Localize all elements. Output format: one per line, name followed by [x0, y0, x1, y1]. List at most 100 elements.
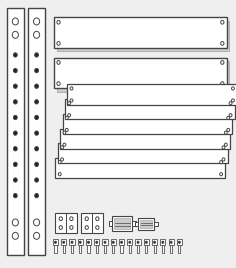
Bar: [60, 129, 230, 149]
Bar: [54, 58, 227, 88]
Circle shape: [61, 158, 63, 161]
Circle shape: [224, 143, 227, 146]
Circle shape: [63, 241, 65, 243]
Bar: [138, 218, 154, 230]
Bar: [140, 220, 152, 228]
Bar: [132, 221, 136, 226]
Circle shape: [227, 116, 230, 120]
Circle shape: [35, 193, 38, 198]
Bar: [137, 245, 139, 253]
Bar: [28, 8, 45, 255]
Bar: [63, 114, 232, 134]
Bar: [96, 245, 98, 253]
Bar: [71, 245, 73, 253]
Circle shape: [96, 241, 98, 243]
Circle shape: [57, 82, 60, 85]
Bar: [135, 222, 138, 226]
Bar: [54, 245, 57, 253]
Bar: [169, 239, 174, 245]
Circle shape: [96, 226, 99, 229]
Bar: [135, 239, 141, 245]
Circle shape: [13, 100, 17, 104]
Bar: [178, 245, 180, 253]
Bar: [67, 84, 236, 105]
Bar: [58, 143, 228, 163]
Circle shape: [13, 178, 17, 182]
Circle shape: [85, 226, 88, 229]
Circle shape: [70, 226, 73, 229]
Circle shape: [224, 131, 227, 134]
Bar: [87, 245, 90, 253]
Circle shape: [55, 241, 56, 243]
Circle shape: [57, 61, 60, 64]
Circle shape: [221, 82, 224, 85]
Circle shape: [227, 128, 230, 132]
Bar: [81, 213, 103, 233]
Circle shape: [145, 241, 147, 243]
Bar: [63, 245, 65, 253]
Bar: [109, 221, 112, 226]
Circle shape: [34, 31, 40, 38]
Circle shape: [63, 131, 66, 134]
Bar: [160, 239, 165, 245]
Circle shape: [34, 232, 40, 239]
Circle shape: [34, 219, 40, 226]
Circle shape: [229, 102, 232, 105]
Circle shape: [57, 20, 60, 24]
Bar: [129, 245, 131, 253]
Circle shape: [13, 115, 17, 120]
Circle shape: [58, 161, 61, 164]
Circle shape: [221, 20, 224, 24]
Circle shape: [220, 173, 223, 176]
Circle shape: [35, 131, 38, 135]
Circle shape: [68, 114, 71, 117]
Bar: [7, 8, 24, 255]
Circle shape: [13, 68, 17, 73]
Circle shape: [12, 219, 18, 226]
Bar: [104, 245, 106, 253]
Bar: [152, 239, 157, 245]
Circle shape: [12, 18, 18, 25]
Circle shape: [34, 18, 40, 25]
Bar: [144, 239, 149, 245]
Circle shape: [65, 116, 68, 120]
Circle shape: [35, 84, 38, 88]
Circle shape: [222, 158, 225, 161]
Circle shape: [79, 241, 81, 243]
Circle shape: [13, 53, 17, 57]
Circle shape: [35, 53, 38, 57]
Circle shape: [63, 143, 66, 146]
Circle shape: [221, 42, 224, 45]
Circle shape: [13, 84, 17, 88]
Circle shape: [57, 42, 60, 45]
Circle shape: [85, 217, 88, 221]
Circle shape: [121, 241, 122, 243]
Bar: [61, 239, 66, 245]
Circle shape: [104, 241, 106, 243]
Bar: [145, 245, 147, 253]
Bar: [154, 245, 156, 253]
Circle shape: [221, 61, 224, 64]
Bar: [112, 245, 114, 253]
Bar: [121, 245, 123, 253]
Circle shape: [137, 241, 139, 243]
Circle shape: [35, 178, 38, 182]
Bar: [154, 222, 158, 226]
Circle shape: [12, 232, 18, 239]
Bar: [102, 239, 108, 245]
Bar: [119, 239, 124, 245]
Circle shape: [35, 100, 38, 104]
Circle shape: [68, 102, 71, 105]
Bar: [111, 239, 116, 245]
Bar: [112, 216, 132, 231]
Bar: [86, 239, 91, 245]
Circle shape: [220, 161, 223, 164]
Circle shape: [13, 131, 17, 135]
Bar: [170, 245, 172, 253]
Circle shape: [178, 241, 180, 243]
Circle shape: [58, 173, 61, 176]
Bar: [127, 239, 132, 245]
Circle shape: [13, 162, 17, 166]
Circle shape: [170, 241, 172, 243]
Circle shape: [96, 217, 99, 221]
